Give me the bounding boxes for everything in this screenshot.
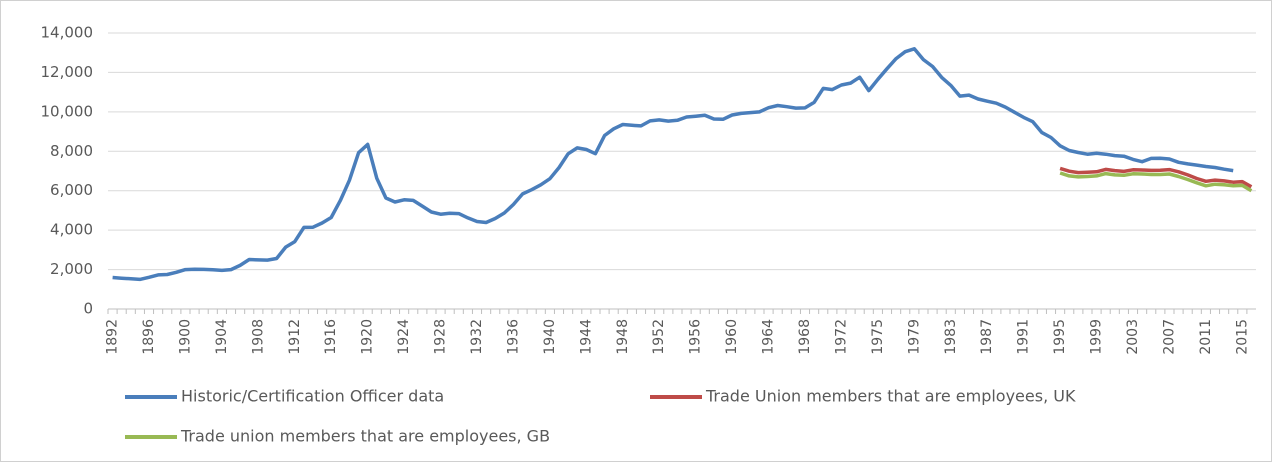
series-line — [1059, 171, 1253, 193]
legend-label: Trade union members that are employees, … — [180, 427, 550, 446]
x-tick-label: 1904 — [214, 319, 230, 355]
x-tick-label: 1896 — [141, 319, 157, 355]
x-tick-label: 2003 — [1125, 319, 1141, 355]
x-tick-label: 1912 — [287, 319, 303, 355]
y-tick-label: 2,000 — [50, 260, 93, 278]
y-tick-label: 0 — [83, 300, 93, 318]
x-tick-label: 1964 — [761, 319, 777, 355]
x-tick-label: 1979 — [906, 319, 922, 355]
x-tick-label: 1948 — [615, 319, 631, 355]
x-tick-label: 1900 — [177, 319, 193, 355]
y-tick-label: 14,000 — [41, 24, 94, 42]
x-tick-label: 2011 — [1198, 319, 1214, 355]
x-tick-label: 1987 — [979, 319, 995, 355]
series-line — [1059, 166, 1253, 189]
x-tick-label: 1983 — [943, 319, 959, 355]
y-tick-label: 8,000 — [50, 142, 93, 160]
x-tick-label: 1999 — [1089, 319, 1105, 355]
y-tick-label: 6,000 — [50, 181, 93, 199]
x-tick-label: 1920 — [360, 319, 376, 355]
x-tick-label: 1995 — [1052, 319, 1068, 355]
legend-label: Historic/Certification Officer data — [181, 387, 444, 406]
x-tick-label: 1975 — [870, 319, 886, 355]
x-tick-label: 1936 — [505, 319, 521, 355]
y-tick-label: 10,000 — [41, 102, 94, 120]
x-tick-label: 1932 — [469, 319, 485, 355]
x-tick-label: 1956 — [688, 319, 704, 355]
x-tick-label: 1916 — [323, 319, 339, 355]
x-tick-label: 2015 — [1234, 319, 1250, 355]
x-tick-label: 1952 — [651, 319, 667, 355]
x-tick-label: 2007 — [1161, 319, 1177, 355]
series-line — [112, 47, 1234, 282]
x-tick-label: 1972 — [833, 319, 849, 355]
x-tick-label: 1892 — [105, 319, 121, 355]
x-tick-label: 1991 — [1016, 319, 1032, 355]
x-tick-label: 1908 — [250, 319, 266, 355]
legend-label: Trade Union members that are employees, … — [705, 387, 1076, 406]
x-tick-label: 1924 — [396, 319, 412, 355]
x-tick-label: 1944 — [578, 319, 594, 355]
x-tick-label: 1940 — [542, 319, 558, 355]
x-tick-label: 1928 — [433, 319, 449, 355]
y-tick-label: 4,000 — [50, 221, 93, 239]
y-tick-label: 12,000 — [41, 63, 94, 81]
x-tick-label: 1968 — [797, 319, 813, 355]
x-tick-label: 1960 — [724, 319, 740, 355]
